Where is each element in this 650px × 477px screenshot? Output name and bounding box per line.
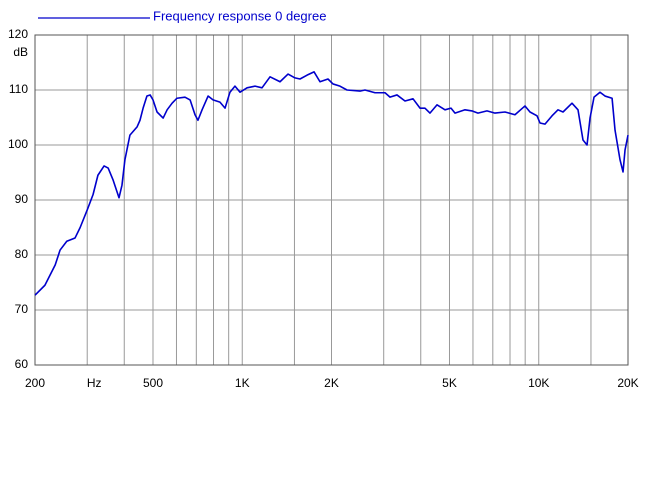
x-tick-label: 200 bbox=[25, 376, 45, 390]
y-tick-label: 90 bbox=[15, 192, 29, 206]
y-tick-label: 110 bbox=[9, 82, 28, 96]
x-tick-label: Hz bbox=[87, 376, 102, 390]
x-tick-label: 5K bbox=[442, 376, 457, 390]
y-tick-label: 100 bbox=[8, 137, 28, 151]
y-tick-label: 60 bbox=[15, 357, 29, 371]
x-tick-label: 1K bbox=[235, 376, 250, 390]
x-tick-label: 2K bbox=[324, 376, 339, 390]
series-line bbox=[34, 71, 629, 296]
y-tick-label: 70 bbox=[15, 302, 29, 316]
y-tick-label: 80 bbox=[15, 247, 29, 261]
x-tick-label: 20K bbox=[617, 376, 638, 390]
x-tick-label: 500 bbox=[143, 376, 163, 390]
y-axis-label: dB bbox=[13, 45, 28, 59]
y-tick-label: 120 bbox=[8, 27, 28, 41]
legend-label: Frequency response 0 degree bbox=[153, 8, 326, 23]
x-tick-label: 10K bbox=[528, 376, 549, 390]
plot-border bbox=[34, 34, 629, 366]
